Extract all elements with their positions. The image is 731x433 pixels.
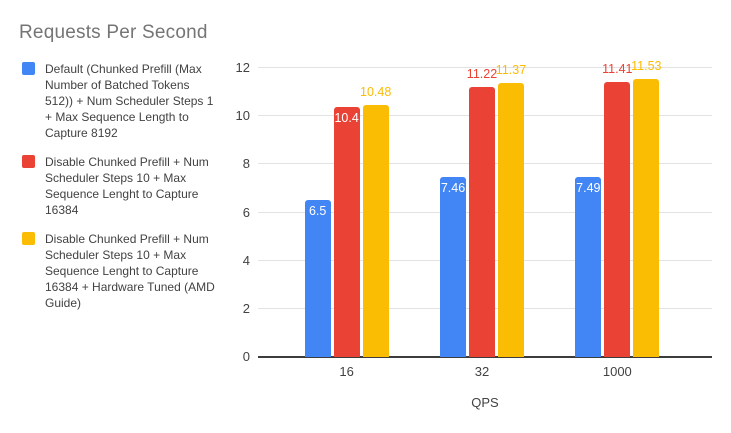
bar-group: 7.46 11.22 11.37 (414, 63, 549, 357)
x-tick-label: 32 (474, 364, 490, 379)
bar: 11.37 (496, 63, 526, 357)
x-axis-line (258, 356, 712, 358)
legend-label: Disable Chunked Prefill + Num Scheduler … (45, 155, 209, 217)
bar-value-label: 10.4 (334, 110, 359, 125)
bar-value-label: 10.48 (360, 84, 392, 99)
x-tick-label: 1000 (602, 364, 632, 379)
x-tick-label: 16 (339, 364, 354, 379)
bar: 7.46 (439, 177, 466, 357)
bar: 11.41 (602, 62, 632, 357)
bar-value-label: 11.53 (631, 59, 662, 74)
legend-label: Default (Chunked Prefill (Max Number of … (45, 62, 214, 140)
y-tick-label: 0 (242, 349, 250, 364)
legend-swatch (22, 232, 35, 245)
bar-group: 7.49 11.41 11.53 (550, 59, 685, 357)
bar-value-label: 11.41 (602, 62, 633, 77)
y-tick-label: 12 (235, 60, 250, 75)
bar-value-label: 7.46 (440, 181, 466, 196)
bar: 11.53 (631, 59, 661, 357)
legend: Default (Chunked Prefill (Max Number of … (22, 61, 227, 311)
x-axis-title: QPS (471, 395, 499, 410)
legend-item: Disable Chunked Prefill + Num Scheduler … (22, 231, 227, 311)
bar: 11.22 (467, 67, 497, 357)
chart-title: Requests Per Second (19, 22, 208, 43)
y-tick-label: 4 (242, 252, 250, 268)
y-tick-label: 2 (242, 300, 250, 316)
bar: 10.4 (333, 106, 360, 357)
x-axis-labels: 16 32 1000 (258, 364, 712, 379)
bar-groups: 6.5 10.4 10.48 7.46 11.22 11.37 7.49 11.41 11.53 (258, 59, 712, 357)
y-tick-label: 8 (242, 156, 250, 172)
legend-item: Default (Chunked Prefill (Max Number of … (22, 61, 227, 141)
y-tick-label: 10 (235, 108, 250, 124)
bar: 6.5 (304, 200, 331, 357)
bar-value-label: 7.49 (576, 180, 601, 195)
y-tick-label: 6 (242, 204, 250, 220)
legend-item: Disable Chunked Prefill + Num Scheduler … (22, 154, 227, 218)
plot-area: 6.5 10.4 10.48 7.46 11.22 11.37 7.49 11.41 11.53… (236, 59, 712, 364)
bar: 7.49 (575, 176, 602, 357)
legend-swatch (22, 155, 35, 168)
legend-label: Disable Chunked Prefill + Num Scheduler … (45, 232, 215, 310)
bar-group: 6.5 10.4 10.48 (279, 68, 414, 357)
bar-value-label: 6.5 (308, 204, 327, 219)
legend-swatch (22, 62, 35, 75)
bar-value-label: 11.22 (466, 66, 498, 81)
bar-value-label: 11.37 (495, 63, 527, 78)
gridline (258, 67, 712, 68)
bar: 10.48 (360, 85, 391, 357)
